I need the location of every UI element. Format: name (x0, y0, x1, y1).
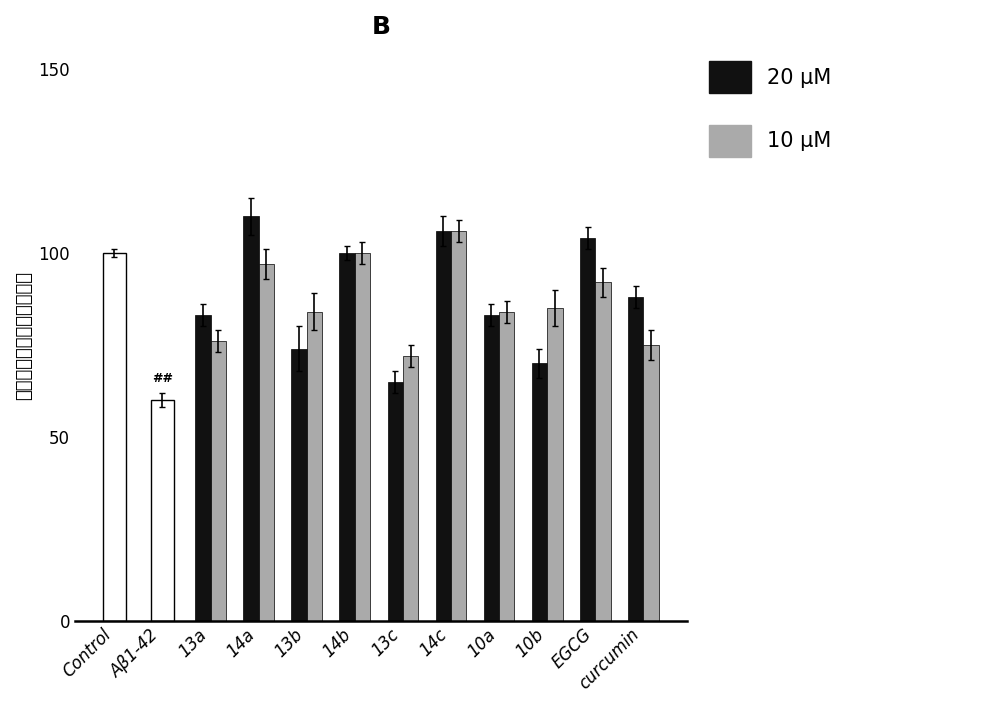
Bar (259, 264, 274, 621)
Bar (103, 253, 126, 621)
Bar (388, 382, 403, 621)
Bar (532, 363, 547, 621)
Legend: 20 μM, 10 μM: 20 μM, 10 μM (709, 61, 832, 156)
Bar (643, 345, 659, 621)
Bar (151, 400, 174, 621)
Bar (484, 316, 499, 621)
Bar (628, 297, 643, 621)
Bar (243, 216, 259, 621)
Y-axis label: 细胞存活率（％乎对照组）: 细胞存活率（％乎对照组） (15, 271, 33, 400)
Bar (436, 231, 451, 621)
Bar (451, 231, 466, 621)
Bar (595, 282, 611, 621)
Bar (403, 356, 418, 621)
Bar (580, 238, 595, 621)
Bar (291, 348, 307, 621)
Bar (339, 253, 355, 621)
Bar (211, 341, 226, 621)
Bar (547, 308, 563, 621)
Bar (355, 253, 370, 621)
Title: B: B (371, 15, 390, 39)
Bar (195, 316, 211, 621)
Text: ##: ## (152, 372, 173, 385)
Bar (307, 312, 322, 621)
Bar (499, 312, 514, 621)
